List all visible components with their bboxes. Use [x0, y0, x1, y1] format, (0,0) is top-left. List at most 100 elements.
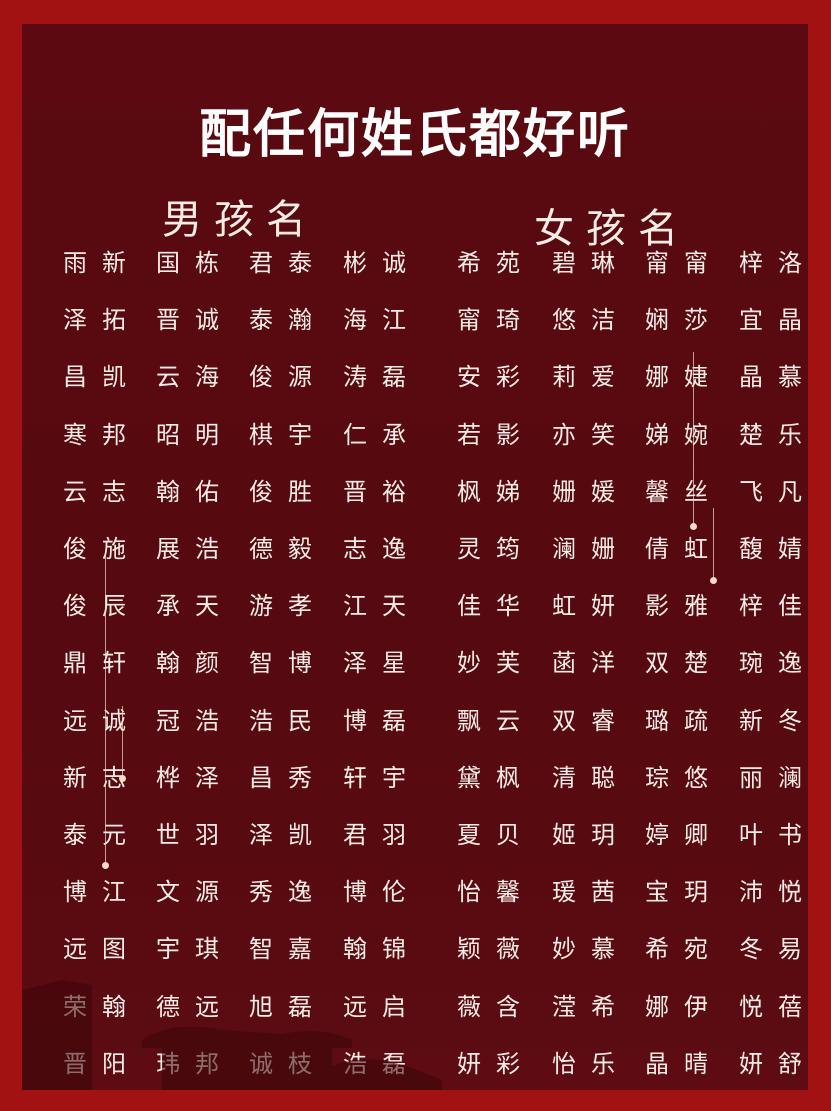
boy-name: 新志: [63, 764, 141, 792]
boy-name: 志逸: [343, 535, 421, 563]
boy-name: 智嘉: [249, 935, 327, 963]
boy-name: 桦泽: [156, 764, 234, 792]
girl-name: 希宛: [645, 935, 723, 963]
boy-name: 泽凯: [249, 821, 327, 849]
boy-name: 昌秀: [249, 764, 327, 792]
girl-name: 宜晶: [739, 306, 808, 334]
boy-name: 君羽: [343, 821, 421, 849]
girl-name: 清聪: [552, 764, 630, 792]
boy-name: 仁承: [343, 421, 421, 449]
girl-name: 妙芙: [457, 649, 535, 677]
girl-name: 琬逸: [739, 649, 808, 677]
boy-name: 翰佑: [156, 478, 234, 506]
boy-name: 展浩: [156, 535, 234, 563]
boy-name: 博伦: [343, 878, 421, 906]
girl-name: 双睿: [552, 707, 630, 735]
boy-name: 晋裕: [343, 478, 421, 506]
girl-name: 娜婕: [645, 363, 723, 391]
girl-name: 颖薇: [457, 935, 535, 963]
boy-name: 博磊: [343, 707, 421, 735]
boy-name: 涛磊: [343, 363, 421, 391]
boy-name: 世羽: [156, 821, 234, 849]
boy-name: 宇琪: [156, 935, 234, 963]
girl-name: 双楚: [645, 649, 723, 677]
boy-name: 游孝: [249, 592, 327, 620]
boy-name: 浩民: [249, 707, 327, 735]
girl-name: 妙慕: [552, 935, 630, 963]
boy-name: 翰颜: [156, 649, 234, 677]
girl-name: 飘云: [457, 707, 535, 735]
girl-name: 薇含: [457, 993, 535, 1021]
boy-name: 冠浩: [156, 707, 234, 735]
boy-name: 雨新: [63, 249, 141, 277]
boy-name: 秀逸: [249, 878, 327, 906]
boy-name: 云志: [63, 478, 141, 506]
girl-name: 娜伊: [645, 993, 723, 1021]
boy-name: 彬诚: [343, 249, 421, 277]
poster-title: 配任何姓氏都好听: [198, 104, 631, 165]
boy-name: 昭明: [156, 421, 234, 449]
decorative-dot: [102, 862, 109, 869]
boy-name: 国栋: [156, 249, 234, 277]
boy-name: 玮邦: [156, 1050, 234, 1078]
girl-name: 梓佳: [739, 592, 808, 620]
girl-name: 叶书: [739, 821, 808, 849]
girl-name: 妍彩: [457, 1050, 535, 1078]
girl-name: 枫娣: [457, 478, 535, 506]
girl-name: 滢希: [552, 993, 630, 1021]
girl-name: 晶慕: [739, 363, 808, 391]
boy-name: 博江: [63, 878, 141, 906]
boy-name: 远启: [343, 993, 421, 1021]
girl-name: 甯甯: [645, 249, 723, 277]
boy-name: 翰锦: [343, 935, 421, 963]
boy-name: 承天: [156, 592, 234, 620]
girl-name: 晶晴: [645, 1050, 723, 1078]
boy-name: 远图: [63, 935, 141, 963]
girl-name: 娴莎: [645, 306, 723, 334]
boy-name: 远诚: [63, 707, 141, 735]
boy-name: 昌凯: [63, 363, 141, 391]
girl-name: 瑗茜: [552, 878, 630, 906]
boys-heading: 男孩名: [162, 197, 318, 243]
girl-name: 怡乐: [552, 1050, 630, 1078]
girl-name: 飞凡: [739, 478, 808, 506]
boy-name: 俊源: [249, 363, 327, 391]
boy-name: 俊胜: [249, 478, 327, 506]
boy-name: 俊施: [63, 535, 141, 563]
girl-name: 希苑: [457, 249, 535, 277]
girl-name: 佳华: [457, 592, 535, 620]
girl-name: 琮悠: [645, 764, 723, 792]
boy-name: 诚枝: [249, 1050, 327, 1078]
decorative-dot: [710, 577, 717, 584]
boy-name: 德毅: [249, 535, 327, 563]
girl-name: 姬玥: [552, 821, 630, 849]
boy-name: 泰元: [63, 821, 141, 849]
girl-name: 安彩: [457, 363, 535, 391]
girl-name: 楚乐: [739, 421, 808, 449]
decorative-dot: [690, 523, 697, 530]
girl-name: 黛枫: [457, 764, 535, 792]
decorative-line: [105, 554, 106, 866]
decorative-dot: [119, 775, 126, 782]
girl-name: 婷卿: [645, 821, 723, 849]
decorative-line: [693, 352, 694, 526]
girl-name: 冬易: [739, 935, 808, 963]
boy-name: 荣翰: [63, 993, 141, 1021]
girl-name: 菡洋: [552, 649, 630, 677]
boy-name: 云海: [156, 363, 234, 391]
girl-name: 姗媛: [552, 478, 630, 506]
girl-name: 馥婧: [739, 535, 808, 563]
girl-name: 碧琳: [552, 249, 630, 277]
girl-name: 夏贝: [457, 821, 535, 849]
girl-name: 悠洁: [552, 306, 630, 334]
girl-name: 虹妍: [552, 592, 630, 620]
boy-name: 寒邦: [63, 421, 141, 449]
girl-name: 亦笑: [552, 421, 630, 449]
girl-name: 妍舒: [739, 1050, 808, 1078]
boy-name: 泽星: [343, 649, 421, 677]
boy-name: 俊辰: [63, 592, 141, 620]
decorative-line: [713, 508, 714, 580]
boy-name: 海江: [343, 306, 421, 334]
boy-name: 智博: [249, 649, 327, 677]
girl-name: 怡馨: [457, 878, 535, 906]
